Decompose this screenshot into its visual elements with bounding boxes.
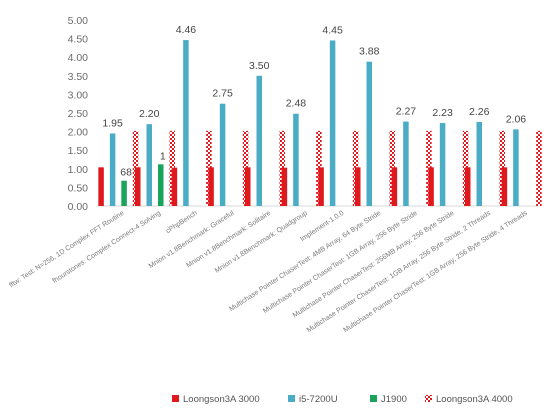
legend-label: Loongson3A 4000	[436, 394, 513, 405]
data-label: 2.27	[396, 106, 417, 118]
y-tick-label: 4.00	[68, 52, 89, 64]
y-axis: 0.00 0.50 1.00 1.50 2.00 2.50 3.00 3.50 4.00 4.50…	[68, 15, 89, 213]
y-tick-label: 5.00	[68, 15, 89, 27]
bar-loongson3a-4000	[536, 130, 542, 206]
bar-j1900	[158, 164, 164, 206]
legend-label: J1900	[381, 394, 407, 405]
y-tick-label: 1.50	[68, 145, 89, 157]
legend-swatch	[288, 395, 295, 402]
bar-i5-7200u	[109, 133, 116, 206]
category-labels-group: fftw: Test: N=256, 1D Complex FFT Routin…	[8, 210, 529, 335]
bars-group	[98, 40, 542, 207]
y-tick-label: 2.00	[68, 127, 89, 139]
bar-i5-7200u	[366, 61, 372, 206]
data-label: 2.20	[139, 108, 160, 120]
legend-label: Loongson3A 3000	[183, 394, 260, 405]
data-label: 3.50	[249, 60, 270, 72]
data-label-partial: 68	[120, 167, 132, 179]
y-tick-label: 0.00	[68, 201, 89, 213]
legend-swatch	[172, 395, 179, 402]
bar-i5-7200u	[403, 121, 409, 206]
bar-loongson3a-3000	[135, 167, 141, 206]
bar-loongson3a-3000	[245, 167, 251, 206]
data-label-partial: 1	[160, 150, 166, 162]
data-label: 2.48	[286, 98, 307, 110]
y-tick-label: 2.50	[68, 108, 89, 120]
data-label: 4.45	[322, 24, 343, 36]
legend: Loongson3A 3000 i5-7200U J1900 Loongson3A 4…	[172, 394, 513, 405]
bar-loongson3a-3000	[501, 167, 508, 206]
data-labels-group: 1.95 2.20 4.46 2.75 3.50 2.48 4.45 3.88 2.27 2.23…	[102, 24, 526, 179]
data-label: 2.06	[506, 113, 527, 125]
bar-loongson3a-3000	[428, 167, 434, 206]
bar-loongson3a-3000	[318, 167, 324, 206]
bar-loongson3a-3000	[391, 167, 398, 206]
data-label: 2.75	[212, 88, 233, 100]
data-label: 2.26	[469, 106, 490, 118]
bar-i5-7200u	[513, 129, 519, 206]
y-tick-label: 1.00	[68, 164, 89, 176]
bar-i5-7200u	[256, 75, 262, 206]
bar-j1900	[121, 180, 127, 206]
bar-i5-7200u	[476, 121, 482, 206]
bar-loongson3a-3000	[208, 167, 214, 206]
y-tick-label: 4.50	[68, 34, 89, 46]
bar-i5-7200u	[329, 40, 336, 207]
bar-loongson3a-3000	[281, 167, 288, 206]
bar-loongson3a-3000	[355, 167, 361, 206]
bar-i5-7200u	[439, 123, 446, 206]
legend-swatch	[370, 395, 377, 402]
y-tick-label: 3.50	[68, 71, 89, 83]
y-tick-label: 0.50	[68, 182, 89, 194]
data-label: 2.23	[432, 107, 453, 119]
bar-i5-7200u	[219, 103, 226, 206]
legend-label: i5-7200U	[299, 394, 338, 405]
data-label: 3.88	[359, 46, 380, 58]
bar-loongson3a-3000	[171, 167, 178, 206]
data-label: 4.46	[176, 24, 197, 36]
bar-loongson3a-3000	[98, 167, 104, 206]
y-tick-label: 3.00	[68, 89, 89, 101]
bar-i5-7200u	[146, 124, 152, 206]
data-label: 1.95	[102, 117, 123, 129]
category-label: cPhpBench	[165, 210, 199, 235]
legend-swatch	[425, 395, 432, 402]
bar-i5-7200u	[293, 113, 299, 206]
bar-loongson3a-3000	[465, 167, 471, 206]
bar-i5-7200u	[183, 40, 189, 207]
